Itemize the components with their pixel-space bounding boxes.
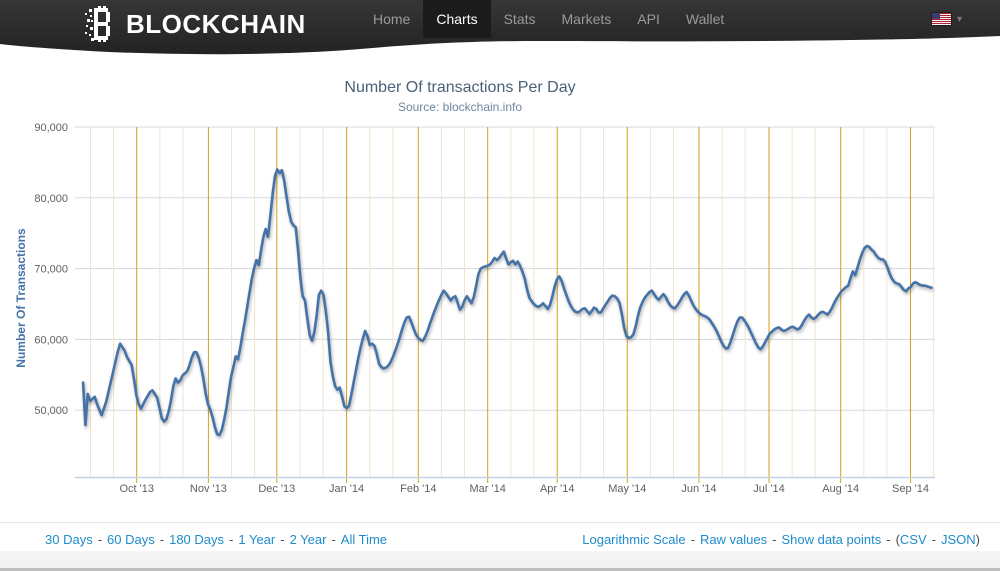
bitcoin-b-icon [85, 6, 110, 42]
range-30-days-link[interactable]: 30 Days [45, 532, 93, 547]
svg-text:90,000: 90,000 [34, 122, 68, 134]
svg-text:Nov '13: Nov '13 [190, 483, 227, 495]
separator: - [280, 532, 285, 547]
main-nav: Home Charts Stats Markets API Wallet [360, 0, 737, 38]
svg-text:70,000: 70,000 [34, 264, 68, 276]
svg-text:Dec '13: Dec '13 [258, 483, 295, 495]
y-axis-title: Number Of Transactions [14, 228, 28, 368]
chart-option-links: Logarithmic Scale - Raw values - Show data p… [582, 531, 980, 549]
separator: - [159, 532, 165, 547]
range-60-days-link[interactable]: 60 Days [107, 532, 155, 547]
separator: - [690, 532, 695, 547]
logo-text: BLOCKCHAIN [126, 9, 306, 39]
nav-item-stats[interactable]: Stats [503, 11, 536, 27]
time-range-links: 30 Days -60 Days -180 Days -1 Year -2 Year - A… [45, 531, 387, 549]
transactions-series-line [81, 168, 933, 437]
svg-text:60,000: 60,000 [34, 334, 68, 346]
blockchain-logo[interactable]: BLOCKCHAIN [84, 4, 306, 44]
range-180-days-link[interactable]: 180 Days [169, 532, 225, 547]
paren-open: ( [895, 532, 900, 547]
separator: - [229, 532, 234, 547]
header-background [0, 0, 1000, 55]
separator: - [931, 532, 936, 547]
range-1-year-link[interactable]: 1 Year [238, 532, 276, 547]
nav-item-wallet[interactable]: Wallet [685, 11, 725, 27]
svg-text:May '14: May '14 [608, 483, 646, 495]
footer-links: 30 Days -60 Days -180 Days -1 Year -2 Year - A… [0, 531, 1000, 551]
svg-text:Jan '14: Jan '14 [329, 483, 364, 495]
caret-down-icon: ▾ [956, 13, 962, 25]
separator: - [97, 532, 103, 547]
range-2-year-link[interactable]: 2 Year [289, 532, 327, 547]
show-data-points-link[interactable]: Show data points [781, 532, 882, 547]
export-csv-link[interactable]: CSV [899, 532, 927, 547]
paren-close: ) [975, 532, 980, 547]
svg-text:Sep '14: Sep '14 [892, 483, 929, 495]
nav-item-charts[interactable]: Charts [423, 0, 491, 38]
svg-text:Mar '14: Mar '14 [470, 483, 506, 495]
bottom-strip [0, 551, 1000, 571]
svg-text:Jun '14: Jun '14 [681, 483, 716, 495]
separator: - [772, 532, 777, 547]
logarithmic-scale-link[interactable]: Logarithmic Scale [582, 532, 686, 547]
chart-subtitle: Source: blockchain.info [397, 100, 523, 114]
language-selector[interactable]: ▾ [931, 0, 962, 38]
svg-text:Aug '14: Aug '14 [822, 483, 859, 495]
svg-text:80,000: 80,000 [34, 193, 68, 205]
svg-text:50,000: 50,000 [34, 405, 68, 417]
chart-title: Number Of transactions Per Day [344, 79, 576, 96]
us-flag-icon [931, 13, 951, 25]
raw-values-link[interactable]: Raw values [699, 532, 768, 547]
footer-divider [0, 522, 1000, 523]
export-json-link[interactable]: JSON [940, 532, 976, 547]
svg-text:Oct '13: Oct '13 [119, 483, 154, 495]
nav-item-home[interactable]: Home [373, 11, 411, 27]
transactions-per-day-chart: Oct '13 Nov '13 Dec '13 Jan '14 Feb '14 Mar '… [34, 122, 935, 495]
svg-text:Apr '14: Apr '14 [540, 483, 575, 495]
svg-text:Feb '14: Feb '14 [400, 483, 436, 495]
separator: - [886, 532, 891, 547]
separator: - [331, 532, 336, 547]
header: BLOCKCHAIN Home Charts Stats Markets API… [0, 0, 1000, 58]
nav-item-markets[interactable]: Markets [561, 11, 612, 27]
nav-item-api[interactable]: API [637, 11, 660, 27]
svg-text:Jul '14: Jul '14 [753, 483, 784, 495]
range-all-time-link[interactable]: All Time [340, 532, 388, 547]
